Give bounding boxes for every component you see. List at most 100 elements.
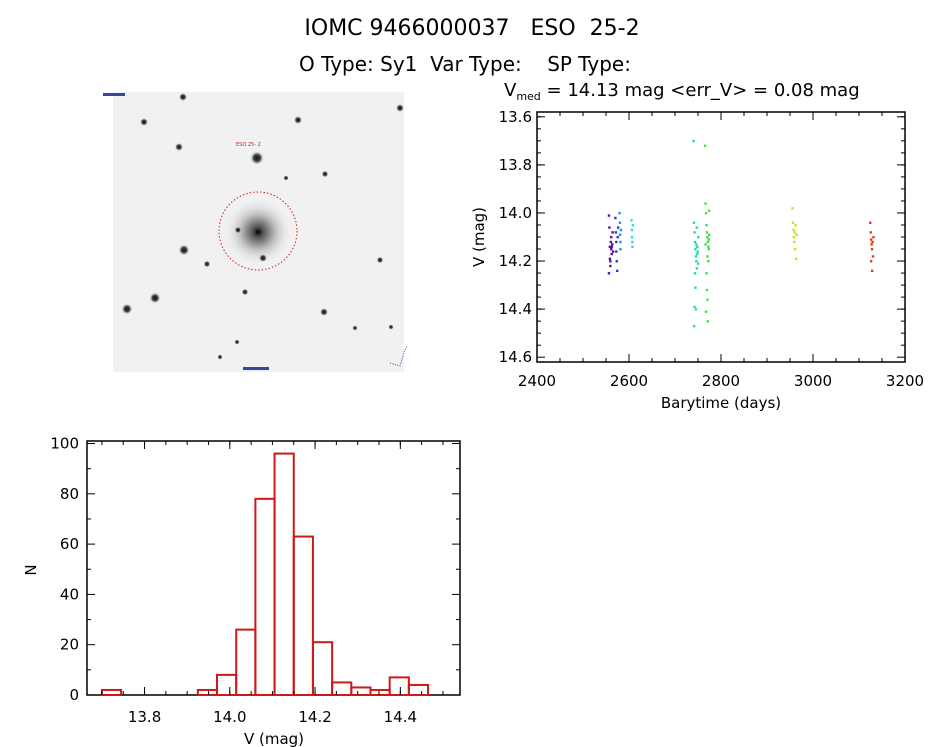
histogram-bar (331, 681, 353, 696)
data-point (614, 216, 617, 220)
data-point (703, 144, 707, 148)
star (321, 170, 329, 178)
data-point (615, 260, 618, 263)
y-tick-label: 100 (50, 435, 79, 453)
y-tick-label: 14.6 (499, 348, 532, 366)
data-point (610, 245, 613, 249)
star (234, 226, 242, 234)
data-point (607, 272, 611, 275)
data-point (869, 231, 872, 234)
target-circle (218, 191, 298, 271)
histogram-axes: 13.8 14.0 14.2 14.4 0 20 40 60 80 100 (50, 435, 460, 726)
data-point (630, 228, 634, 232)
data-point (609, 240, 612, 244)
data-point (793, 231, 796, 234)
star (121, 303, 133, 315)
data-point (692, 324, 696, 328)
title-rest: = 14.13 mag <err_V> = 0.08 mag (541, 80, 860, 101)
title-v: V (504, 80, 517, 101)
data-point (869, 221, 872, 224)
star (178, 92, 188, 102)
data-point (694, 308, 698, 311)
data-point (616, 236, 619, 239)
y-tick-label: 14.2 (499, 252, 532, 270)
data-point (694, 286, 697, 289)
data-point (705, 288, 709, 292)
galaxy (224, 198, 292, 266)
data-point (610, 252, 613, 256)
data-point (693, 272, 697, 275)
x-tick-label: 3200 (886, 372, 924, 390)
data-point (707, 248, 710, 251)
y-tick-label: 14.0 (499, 204, 532, 222)
data-point (695, 226, 699, 229)
data-point (696, 252, 699, 256)
survey-label (103, 93, 125, 96)
histogram-bar (196, 688, 219, 696)
star (203, 260, 211, 268)
data-point (616, 226, 620, 229)
data-point (631, 240, 634, 244)
data-point (707, 238, 710, 241)
star (352, 325, 358, 331)
data-point (608, 226, 611, 229)
data-point (704, 211, 708, 215)
star (174, 142, 184, 152)
data-point (695, 260, 698, 263)
light-curve-frame (536, 111, 906, 363)
data-point (695, 267, 699, 270)
data-point (609, 260, 612, 263)
stars (121, 92, 405, 360)
data-point (706, 298, 709, 301)
star (241, 288, 249, 296)
data-point (693, 305, 696, 309)
data-point (870, 243, 873, 246)
data-point (869, 238, 873, 241)
histogram-bar (292, 535, 314, 696)
compass-icon (389, 345, 408, 367)
x-tick-label: 2800 (702, 372, 740, 390)
y-tick-label: 13.8 (499, 156, 532, 174)
y-tick-label: 0 (69, 686, 79, 704)
data-point (706, 320, 710, 323)
y-tick-label: 40 (60, 585, 79, 603)
data-point (794, 248, 797, 251)
data-point (794, 257, 798, 261)
histogram-bar (350, 686, 372, 696)
y-tick-label: 60 (60, 535, 79, 553)
data-point (697, 262, 700, 265)
light-curve-xlabel: Barytime (days) (661, 394, 781, 412)
x-tick-label: 2600 (610, 372, 648, 390)
data-point (608, 245, 612, 249)
data-point (694, 255, 698, 258)
data-point (705, 231, 709, 234)
figure-title: IOMC 9466000037 ESO 25-2 (304, 16, 640, 41)
light-curve-points (607, 139, 875, 328)
data-point (705, 272, 708, 275)
data-point (693, 240, 697, 244)
histogram-bar (273, 452, 295, 696)
data-point (631, 245, 634, 249)
star (395, 103, 405, 113)
star (283, 175, 289, 181)
data-point (692, 221, 696, 224)
histogram-bar (216, 673, 238, 696)
sky-image: ESO 25- 2 (103, 92, 408, 372)
histogram-xlabel: V (mag) (244, 730, 304, 747)
histogram-frame (86, 440, 461, 696)
data-point (615, 240, 618, 244)
data-point (696, 250, 699, 253)
histogram-bar (254, 497, 276, 696)
data-point (696, 245, 699, 249)
data-point (611, 231, 614, 234)
data-point (707, 260, 710, 263)
data-point (872, 236, 875, 239)
histogram-ylabel: N (22, 564, 40, 575)
star (258, 253, 268, 263)
figure-subtitle: O Type: Sy1 Var Type: SP Type: (299, 52, 631, 76)
data-point (697, 236, 700, 239)
data-point (704, 202, 707, 205)
data-point (708, 233, 711, 236)
data-point (692, 139, 695, 143)
data-point (631, 223, 635, 227)
